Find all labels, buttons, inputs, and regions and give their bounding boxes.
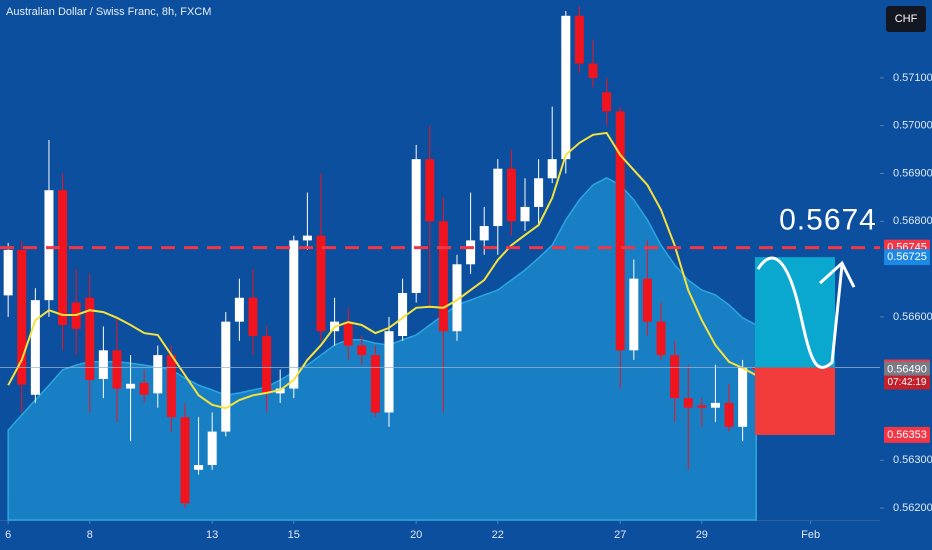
- x-tick-label: 20: [410, 529, 422, 541]
- x-tick-label: 29: [696, 529, 708, 541]
- candle-body: [588, 63, 598, 78]
- candle-body: [3, 249, 13, 296]
- candle-body: [343, 321, 353, 346]
- candle-body: [85, 297, 95, 380]
- target-zone: [755, 257, 835, 368]
- price-tag: [884, 361, 930, 378]
- candle-body: [615, 111, 625, 351]
- y-tick-label: 0.56900: [893, 167, 932, 179]
- annotation: 0.5674: [779, 203, 877, 236]
- candle-body: [670, 355, 680, 399]
- forecast-wave: [756, 256, 844, 369]
- price-tag: [884, 426, 930, 443]
- candle-body: [710, 402, 720, 408]
- candle-body: [98, 350, 108, 380]
- candle-body: [112, 350, 122, 389]
- candle-body: [425, 159, 435, 222]
- candle-body: [656, 321, 666, 356]
- candle-body: [207, 431, 217, 466]
- candle-body: [493, 168, 503, 227]
- candle-body: [398, 292, 408, 336]
- candle-body: [30, 300, 40, 395]
- x-tick-label: 6: [5, 529, 11, 541]
- candle-body: [221, 321, 231, 432]
- x-tick-label: 22: [492, 529, 504, 541]
- candle-body: [534, 178, 544, 207]
- stop-zone: [755, 367, 835, 435]
- candle-body: [234, 297, 244, 322]
- currency-button[interactable]: [886, 6, 926, 32]
- candle-body: [126, 383, 136, 389]
- candle-body: [357, 345, 367, 356]
- x-tick-label: 15: [288, 529, 300, 541]
- candle-body: [683, 398, 693, 408]
- currency-button-label[interactable]: CHF: [895, 13, 918, 25]
- candle-body: [466, 240, 476, 265]
- candle-body: [724, 402, 734, 427]
- y-tick-label: 0.56600: [893, 311, 932, 323]
- candle-body: [248, 297, 258, 336]
- chart-title: Australian Dollar / Swiss Franc, 8h, FXC…: [6, 6, 211, 18]
- y-tick-label: 0.57100: [893, 72, 932, 84]
- candle-body: [289, 240, 299, 389]
- candle-body: [58, 190, 68, 325]
- candle-body: [629, 278, 639, 351]
- x-tick-label: 8: [87, 529, 93, 541]
- y-tick-label: 0.57000: [893, 120, 932, 132]
- candle-body: [697, 405, 707, 408]
- y-tick-label: 0.56800: [893, 215, 932, 227]
- candle-body: [506, 168, 516, 222]
- candle-body: [574, 15, 584, 64]
- price-tag-label: 0.56725: [887, 251, 927, 263]
- candle-body: [166, 355, 176, 418]
- candle-body: [17, 249, 27, 385]
- candle-body: [452, 264, 462, 332]
- moving-average: [7, 131, 757, 410]
- candle-body: [316, 235, 326, 332]
- candle-body: [153, 355, 163, 394]
- countdown: 07:42:19: [888, 377, 927, 388]
- candle-body: [262, 335, 272, 394]
- candle-body: [194, 465, 204, 470]
- candle-body: [44, 190, 54, 301]
- candle-body: [438, 221, 448, 332]
- x-tick-label: 27: [614, 529, 626, 541]
- y-tick-label: 0.56200: [893, 502, 932, 514]
- candle-body: [411, 159, 421, 293]
- price-tag: [884, 249, 930, 266]
- price-tag-label: 0.56490: [887, 363, 927, 375]
- candle-body: [479, 226, 489, 241]
- candle-body: [520, 206, 530, 222]
- candle-body: [302, 235, 312, 241]
- forecast-arrowhead: [818, 260, 856, 288]
- x-tick-label: 13: [206, 529, 218, 541]
- y-tick-label: 0.56300: [893, 454, 932, 466]
- countdown-tag: [884, 375, 930, 390]
- candle-body: [547, 159, 557, 179]
- candle-body: [139, 382, 149, 395]
- price-tag-label: 0.56353: [887, 429, 927, 441]
- candle-body: [370, 355, 380, 413]
- plot-area: [0, 6, 884, 524]
- candle-body: [602, 92, 612, 112]
- x-tick-label: Feb: [801, 529, 820, 541]
- candle-body: [738, 367, 748, 427]
- candle-body: [561, 15, 571, 160]
- candle-body: [642, 278, 652, 322]
- candle-body: [384, 331, 394, 413]
- candle-body: [180, 417, 190, 504]
